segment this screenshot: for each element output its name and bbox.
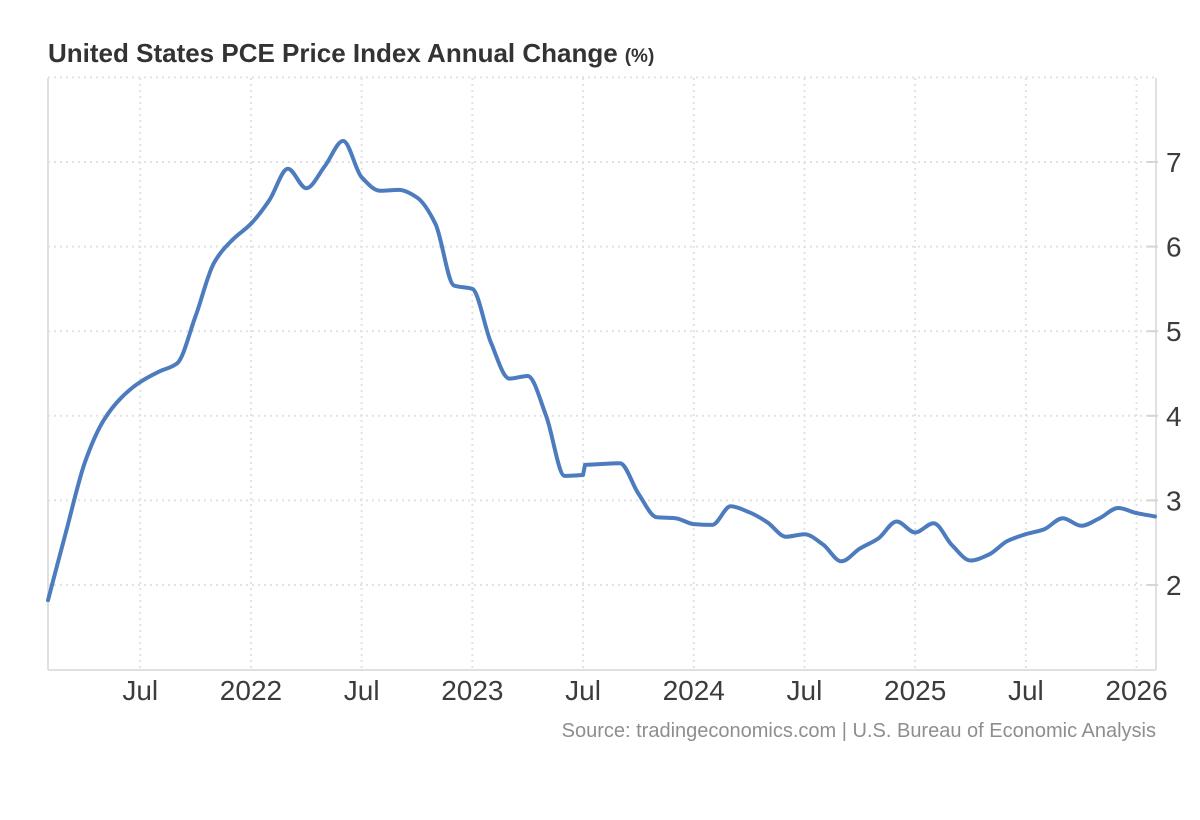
x-tick-label: Jul (1008, 675, 1044, 706)
x-tick-label: Jul (122, 675, 158, 706)
x-tick-label: 2024 (663, 675, 725, 706)
chart-title: United States PCE Price Index Annual Cha… (48, 40, 654, 70)
chart-title-unit: (%) (624, 46, 655, 67)
x-tick-label: 2026 (1105, 675, 1167, 706)
x-tick-label: Jul (787, 675, 823, 706)
x-tick-label: 2025 (884, 675, 946, 706)
pce-series-line[interactable] (46, 138, 1157, 603)
y-tick-label: 6 (1166, 232, 1182, 263)
y-tick-label: 5 (1166, 316, 1182, 347)
x-tick-label: Jul (344, 675, 380, 706)
x-tick-label: Jul (565, 675, 601, 706)
y-tick-label: 4 (1166, 401, 1182, 432)
y-tick-label: 3 (1166, 485, 1182, 516)
x-tick-label: 2023 (441, 675, 503, 706)
source-attribution: Source: tradingeconomics.com | U.S. Bure… (561, 720, 1156, 742)
x-tick-label: 2022 (220, 675, 282, 706)
y-tick-label: 7 (1166, 147, 1182, 178)
chart-title-text: United States PCE Price Index Annual Cha… (48, 38, 618, 68)
y-tick-label: 2 (1166, 570, 1182, 601)
